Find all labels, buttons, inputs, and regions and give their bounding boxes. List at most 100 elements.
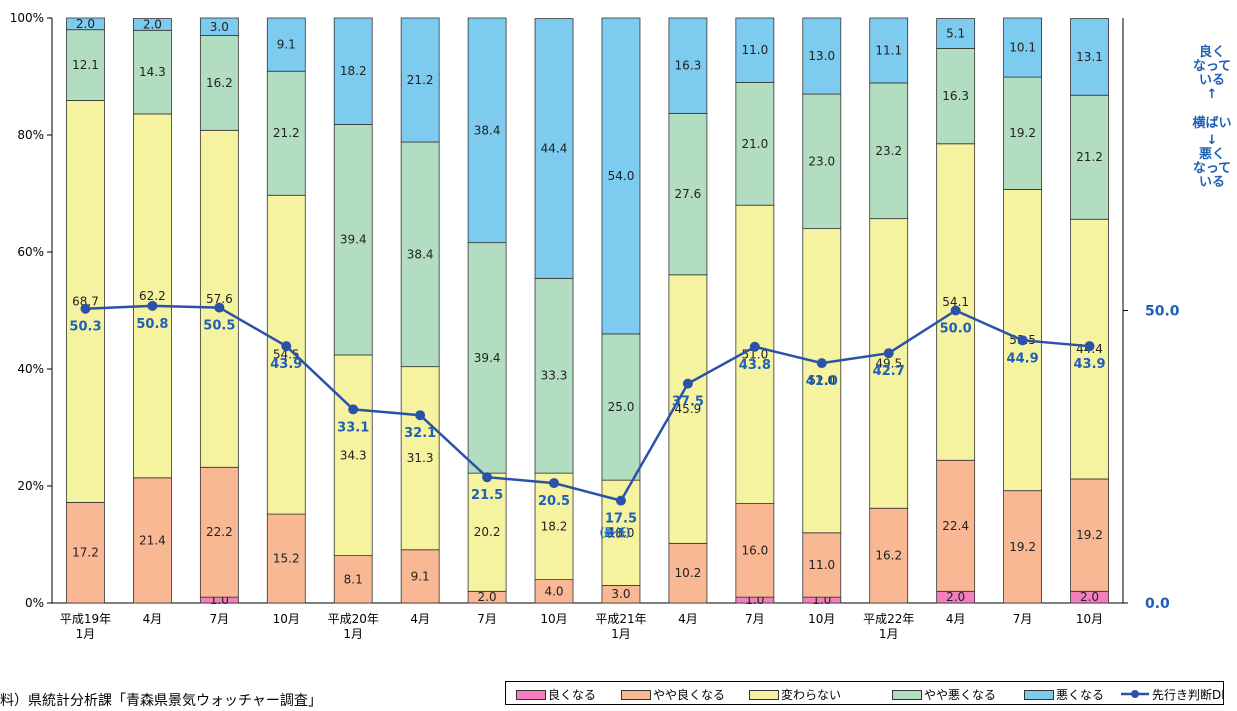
y-tick-label: 0%	[25, 596, 44, 610]
legend-line-swatch	[1121, 690, 1149, 698]
bar-segment	[133, 477, 172, 604]
data-label: 21.2	[273, 126, 300, 140]
legend-label: やや良くなる	[653, 688, 726, 702]
data-label: 4.0	[544, 584, 563, 598]
bar-segment	[133, 113, 172, 479]
di-point	[1084, 341, 1095, 352]
bar-segment	[936, 48, 976, 145]
data-label: 16.2	[206, 76, 233, 90]
bar-segment	[668, 17, 708, 114]
data-label: 10.1	[1009, 41, 1036, 55]
data-label: 16.3	[942, 89, 969, 103]
data-label: 52.0	[808, 374, 835, 388]
data-label: 54.1	[942, 295, 969, 309]
data-label: 2.0	[1080, 590, 1099, 604]
right-axis-label-middle: 横ばい	[1192, 116, 1232, 131]
legend-swatch	[621, 690, 651, 700]
x-tick-label: 平成21年	[595, 612, 646, 626]
data-label: 14.3	[139, 65, 166, 79]
source-note: 料）県統計分析課「青森県景気ウォッチャー調査」	[0, 693, 322, 709]
di-line	[85, 304, 1090, 503]
data-label: 11.0	[741, 43, 768, 57]
data-label: 18.0	[608, 526, 635, 540]
x-tick-label: 10月	[273, 612, 300, 626]
legend-swatch	[516, 690, 546, 700]
bar-segment	[199, 35, 239, 131]
bar-segment	[668, 542, 708, 604]
y-tick-label: 40%	[17, 362, 44, 376]
data-label: 19.2	[1009, 126, 1036, 140]
data-label: 21.0	[741, 137, 768, 151]
bar-segment	[1070, 94, 1109, 220]
di-point	[281, 341, 292, 352]
x-tick-label: 10月	[1076, 612, 1103, 626]
legend-label: 先行き判断DI	[1152, 688, 1225, 702]
x-tick-label: 平成22年	[863, 612, 914, 626]
x-tick-label: 1月	[76, 627, 96, 641]
legend-swatch	[892, 690, 922, 700]
bar-segment	[601, 333, 641, 481]
data-label: 18.2	[541, 519, 568, 533]
x-tick-label: 1月	[611, 627, 631, 641]
data-label: 57.6	[206, 292, 233, 306]
bar-segment	[869, 82, 909, 220]
di-label: 37.5	[672, 395, 704, 410]
y-right-tick-label: 0.0	[1145, 596, 1170, 612]
di-label: 33.1	[337, 420, 369, 435]
bar-segment	[1070, 478, 1109, 592]
di-point	[950, 305, 961, 316]
data-label: 27.6	[675, 187, 702, 201]
x-tick-label: 4月	[946, 612, 966, 626]
bar-segment	[601, 17, 641, 335]
bar-segment	[266, 513, 306, 604]
di-point	[1017, 335, 1028, 346]
data-label: 17.2	[72, 546, 99, 560]
di-label: 43.8	[739, 358, 771, 373]
bar-segment	[199, 17, 239, 36]
di-label: 50.5	[203, 319, 235, 334]
bar-segment	[668, 112, 708, 276]
di-point	[749, 341, 760, 352]
data-label: 2.0	[76, 17, 95, 31]
right-axis-label-top: 良く なって いる ↑	[1192, 45, 1232, 102]
data-label: 8.1	[344, 572, 363, 586]
x-tick-label: 10月	[808, 612, 835, 626]
x-tick-label: 7月	[210, 612, 230, 626]
di-label: 50.0	[940, 322, 972, 337]
data-label: 15.2	[273, 552, 300, 566]
bar-segment	[936, 18, 976, 49]
legend-label: 悪くなる	[1056, 688, 1105, 702]
x-tick-label: 1月	[343, 627, 363, 641]
di-label: 41.0	[806, 374, 838, 389]
data-label: 39.4	[340, 233, 367, 247]
data-label: 23.0	[808, 154, 835, 168]
data-label: 16.0	[741, 543, 768, 557]
bar-segment	[534, 18, 574, 279]
legend: 良くなる やや良くなる 変わらない やや悪くなる 悪くなる 先行き判断DI	[505, 681, 1225, 705]
legend-label: 良くなる	[548, 688, 597, 702]
data-label: 62.2	[139, 289, 166, 303]
data-label: 11.1	[875, 43, 902, 57]
di-point	[883, 348, 894, 359]
bar-segment	[869, 17, 909, 84]
right-axis-label-bottom: ↓ 悪く なって いる	[1192, 133, 1232, 190]
min-annotation: （最低）	[593, 526, 637, 540]
data-label: 33.3	[541, 369, 568, 383]
di-point	[549, 478, 560, 489]
di-label: 42.7	[873, 364, 905, 379]
di-label: 20.5	[538, 494, 570, 509]
bar-segment	[333, 17, 373, 125]
di-point	[147, 300, 158, 311]
data-label: 16.3	[675, 59, 702, 73]
bar-segment	[133, 18, 172, 31]
data-label: 20.2	[474, 525, 501, 539]
di-label: 44.9	[1007, 351, 1039, 366]
bar-segment	[735, 503, 775, 598]
bar-segment	[333, 354, 373, 557]
y-right-tick-label: 50.0	[1145, 304, 1180, 320]
di-point	[348, 404, 359, 415]
data-label: 38.4	[474, 123, 501, 137]
bar-segment	[199, 466, 239, 598]
bar-segment	[869, 218, 909, 509]
